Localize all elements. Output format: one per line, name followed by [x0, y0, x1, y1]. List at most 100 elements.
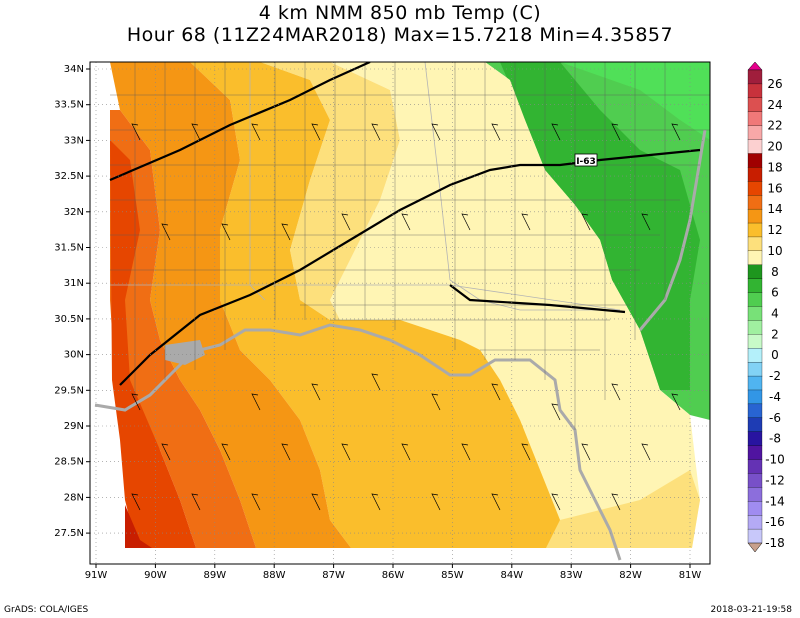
colorbar-swatch [747, 389, 763, 405]
colorbar-swatch [747, 403, 763, 419]
interstate-label: I-63 [576, 157, 596, 167]
wind-barbs [131, 123, 681, 511]
colorbar-swatch [747, 153, 763, 168]
footer-timestamp: 2018-03-21-19:58 [710, 605, 793, 615]
lon-label: 82W [619, 570, 642, 581]
colorbar-top-arrow [747, 61, 763, 71]
footer-credit: GrADS: COLA/IGES [4, 605, 89, 615]
colorbar-label: 8 [771, 265, 779, 279]
colorbar-label: -6 [769, 411, 781, 425]
no-data-south [90, 548, 710, 564]
lat-label: 28.5N [54, 457, 84, 468]
colorbar-swatch [747, 348, 763, 363]
temp-band-10-11 [260, 62, 700, 560]
lat-label: 34N [64, 64, 84, 75]
colorbar-swatch [747, 361, 763, 377]
map-frame [89, 61, 711, 565]
longitude-labels: 91W 90W 89W 88W 87W 86W 85W 84W 83W 82W 81W [85, 564, 702, 581]
colorbar-swatch [747, 528, 763, 544]
colorbar-swatch [747, 278, 763, 294]
colorbar-label: -12 [765, 473, 785, 487]
colorbar-swatch [747, 320, 763, 335]
lon-label: 90W [144, 570, 167, 581]
map-title-line1: 4 km NMM 850 mb Temp (C) [258, 2, 542, 24]
lat-label: 32.5N [54, 171, 84, 182]
colorbar-swatch [747, 473, 763, 488]
colorbar-label: 20 [767, 140, 782, 154]
colorbar-swatch [747, 431, 763, 447]
no-data-west [90, 62, 110, 560]
colorbar-labels: 26242220181614121086420-2-4-6-8-10-12-14… [765, 77, 785, 550]
lon-label: 91W [85, 570, 108, 581]
colorbar-label: -18 [765, 536, 785, 550]
lat-lon-grid [90, 62, 710, 564]
colorbar-label: 26 [767, 77, 782, 91]
colorbar-bottom-arrow [747, 542, 763, 553]
lat-label: 31N [64, 278, 84, 289]
colorbar-label: 24 [767, 98, 782, 112]
temp-band-4-6 [500, 62, 700, 390]
lat-label: 31.5N [54, 243, 84, 254]
temp-band-11-12 [190, 62, 560, 560]
county-lines [110, 62, 710, 430]
lon-label: 81W [679, 570, 702, 581]
lat-label: 27.5N [54, 528, 84, 539]
colorbar-label: 10 [767, 244, 782, 258]
lat-label: 33N [64, 135, 84, 146]
colorbar-swatch [747, 111, 763, 127]
colorbar-label: 4 [771, 307, 779, 321]
colorbar-swatch [747, 417, 763, 433]
colorbar-label: -16 [765, 515, 785, 529]
colorbar-swatch [747, 69, 763, 85]
lon-label: 88W [263, 570, 286, 581]
colorbar-label: 14 [767, 202, 782, 216]
colorbar-label: 2 [771, 327, 779, 341]
lat-label: 30.5N [54, 314, 84, 325]
colorbar-swatch [747, 375, 763, 391]
colorbar-label: -10 [765, 453, 785, 467]
colorbar-swatch [747, 459, 763, 474]
colorbar-swatch [747, 208, 763, 224]
colorbar-label: 16 [767, 181, 782, 195]
lon-label: 85W [441, 570, 464, 581]
lon-label: 89W [203, 570, 226, 581]
colorbar-swatch [747, 167, 763, 182]
colorbar-swatch [747, 487, 763, 502]
lon-label: 87W [322, 570, 345, 581]
colorbar-swatch [747, 250, 763, 266]
colorbar-label: 12 [767, 223, 782, 237]
colorbar-label: -2 [769, 369, 781, 383]
colorbar-swatch [747, 306, 763, 321]
colorbar-swatch [747, 222, 763, 238]
lat-label: 29N [64, 421, 84, 432]
colorbar-swatch [747, 515, 763, 530]
map-title-line2: Hour 68 (11Z24MAR2018) Max=15.7218 Min=4… [126, 24, 674, 46]
colorbar-swatch [747, 139, 763, 154]
lon-label: 83W [560, 570, 583, 581]
lat-label: 30N [64, 350, 84, 361]
colorbar-swatch [747, 97, 763, 113]
colorbar-swatch [747, 181, 763, 196]
colorbar-label: -8 [769, 432, 781, 446]
temp-band-12-13 [110, 62, 360, 560]
colorbar-swatch [747, 334, 763, 349]
colorbar-swatch [747, 195, 763, 210]
lat-label: 29.5N [54, 385, 84, 396]
colorbar-swatch [747, 292, 763, 307]
colorbar-swatch [747, 445, 763, 460]
temp-band-8-9 [560, 62, 710, 140]
lat-label: 32N [64, 207, 84, 218]
colorbar-swatch [747, 83, 763, 99]
colorbar-label: 22 [767, 119, 782, 133]
colorbar-label: 18 [767, 160, 782, 174]
lon-label: 84W [500, 570, 523, 581]
lat-label: 33.5N [54, 100, 84, 111]
temp-band-13-14 [110, 110, 260, 560]
colorbar-swatch [747, 125, 763, 141]
colorbar-label: -14 [765, 494, 785, 508]
lat-label: 28N [64, 492, 84, 503]
colorbar-label: 0 [771, 348, 779, 362]
colorbar-swatch [747, 236, 763, 252]
interstate-shield [574, 153, 598, 167]
